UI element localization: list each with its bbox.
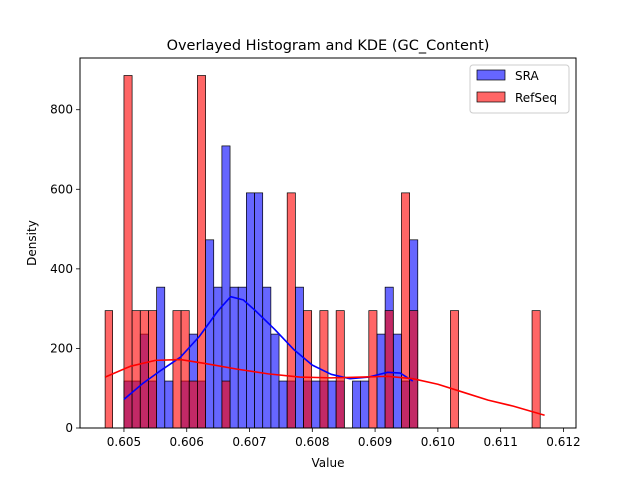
y-tick-label: 0: [65, 421, 73, 435]
histogram-bar-refseq: [303, 310, 313, 429]
legend-label-refseq: RefSeq: [515, 91, 557, 105]
histogram-bar-refseq: [335, 310, 345, 429]
histogram-bar-refseq: [123, 75, 133, 429]
histogram-bar-refseq: [139, 310, 149, 429]
kde-line-refseq: [104, 358, 545, 417]
histogram-bar-refseq: [384, 310, 394, 429]
histogram-bar-refseq: [131, 310, 141, 429]
y-axis-ticks: 0 200 400 600 800: [50, 103, 80, 435]
x-tick-label: 0.612: [546, 435, 580, 449]
histogram-bar-sra: [237, 286, 247, 429]
histogram-bar-refseq: [450, 310, 459, 429]
histogram-bar-sra: [376, 333, 386, 429]
x-tick-label: 0.608: [295, 435, 329, 449]
kde-layer: [104, 295, 545, 417]
histogram-bar-refseq: [401, 192, 410, 429]
histogram-bar-sra: [327, 380, 337, 429]
histogram-bar-sra: [270, 333, 280, 429]
y-tick-label: 800: [50, 103, 73, 117]
plot-frame: [79, 57, 577, 429]
histogram-bar-sra: [392, 333, 402, 429]
histogram-bar-refseq: [148, 310, 157, 429]
histogram-bar-refseq: [221, 380, 231, 429]
y-tick-label: 200: [50, 341, 73, 355]
histogram-bar-sra: [311, 380, 321, 429]
legend-label-sra: SRA: [515, 69, 539, 83]
histogram-bar-refseq: [104, 310, 113, 429]
x-tick-label: 0.606: [170, 435, 204, 449]
chart-title: Overlayed Histogram and KDE (GC_Content): [167, 38, 490, 54]
x-axis-label: Value: [312, 456, 345, 470]
histogram-bar-sra: [278, 380, 288, 429]
y-axis-label: Density: [25, 220, 39, 266]
histogram-bar-sra: [164, 380, 174, 429]
histogram-bar-sra: [229, 286, 239, 429]
histogram-bar-sra: [205, 239, 215, 429]
histogram-bar-refseq: [197, 75, 206, 429]
histogram-bar-sra: [262, 286, 272, 429]
histogram-bar-sra: [156, 286, 166, 429]
legend-swatch-sra: [476, 69, 506, 81]
x-axis-ticks: 0.605 0.606 0.607 0.608 0.609 0.610 0.611 0.612: [107, 428, 581, 449]
legend-swatch-refseq: [476, 91, 506, 103]
x-tick-label: 0.605: [107, 435, 141, 449]
x-tick-label: 0.609: [358, 435, 392, 449]
histogram-bar-sra: [360, 380, 370, 429]
x-tick-label: 0.611: [483, 435, 517, 449]
histogram-bar-refseq: [409, 310, 419, 429]
x-tick-label: 0.610: [421, 435, 455, 449]
legend: SRA RefSeq: [469, 64, 570, 114]
histogram-bar-sra: [352, 380, 361, 429]
histogram-bar-refseq: [368, 310, 378, 429]
histogram-bar-refseq: [172, 310, 182, 429]
y-tick-label: 600: [50, 182, 73, 196]
histogram-bar-refseq: [531, 310, 541, 429]
histogram-bar-sra: [246, 192, 255, 429]
x-tick-label: 0.607: [232, 435, 266, 449]
histogram-bar-refseq: [188, 380, 198, 429]
histogram-bar-refseq: [180, 310, 190, 429]
histogram-bar-refseq: [286, 192, 296, 429]
y-tick-label: 400: [50, 262, 73, 276]
